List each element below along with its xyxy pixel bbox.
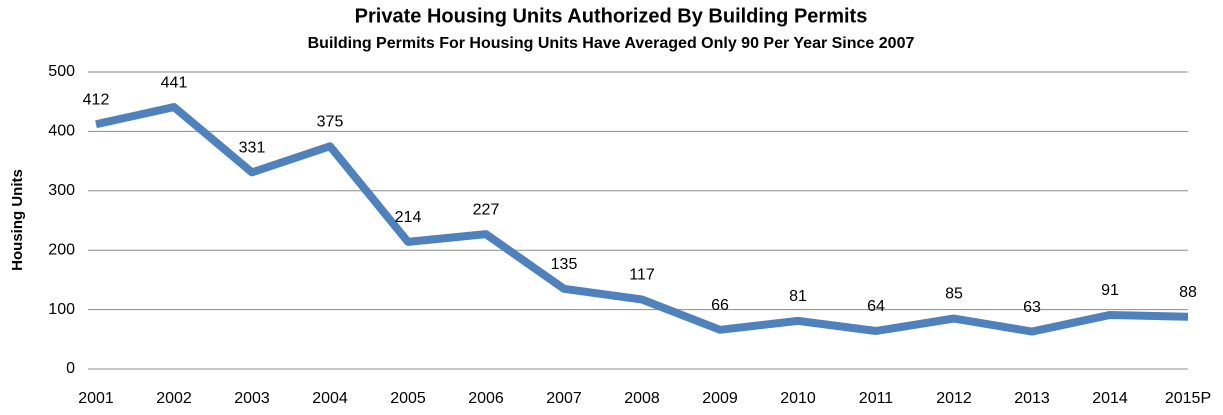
x-tick-label: 2004: [312, 390, 348, 407]
x-tick-label: 2005: [390, 390, 426, 407]
y-tick-label: 0: [66, 360, 75, 377]
data-label: 66: [711, 297, 729, 314]
data-label: 88: [1179, 284, 1197, 301]
data-label: 227: [473, 201, 500, 218]
x-tick-label: 2014: [1092, 390, 1128, 407]
y-tick-label: 300: [48, 182, 75, 199]
x-tick-label: 2007: [546, 390, 582, 407]
x-tick-label: 2009: [702, 390, 738, 407]
data-label: 64: [867, 298, 885, 315]
y-tick-label: 100: [48, 301, 75, 318]
data-label: 214: [395, 209, 422, 226]
x-tick-label: 2011: [859, 390, 894, 407]
x-tick-label: 2013: [1014, 390, 1050, 407]
data-label: 91: [1101, 282, 1119, 299]
x-tick-label: 2015P: [1165, 390, 1211, 407]
data-label: 63: [1023, 299, 1041, 316]
chart-subtitle: Building Permits For Housing Units Have …: [308, 35, 915, 52]
data-label: 375: [317, 113, 344, 130]
data-label: 135: [551, 256, 578, 273]
x-tick-label: 2001: [78, 390, 114, 407]
y-tick-label: 500: [48, 63, 75, 80]
data-label: 117: [629, 267, 655, 284]
x-tick-label: 2006: [468, 390, 504, 407]
data-label: 412: [83, 91, 110, 108]
y-tick-label: 200: [48, 241, 75, 258]
y-tick-label: 400: [48, 123, 75, 140]
y-axis-label: Housing Units: [9, 169, 26, 271]
data-label: 331: [239, 140, 266, 157]
data-label: 85: [945, 286, 963, 303]
x-tick-label: 2002: [156, 390, 192, 407]
data-label: 81: [789, 288, 807, 305]
x-tick-label: 2012: [936, 390, 972, 407]
data-line: [95, 103, 1189, 336]
chart-title: Private Housing Units Authorized By Buil…: [355, 5, 868, 27]
x-tick-label: 2003: [234, 390, 270, 407]
x-tick-label: 2010: [780, 390, 816, 407]
x-tick-label: 2008: [624, 390, 660, 407]
data-label: 441: [161, 74, 188, 91]
